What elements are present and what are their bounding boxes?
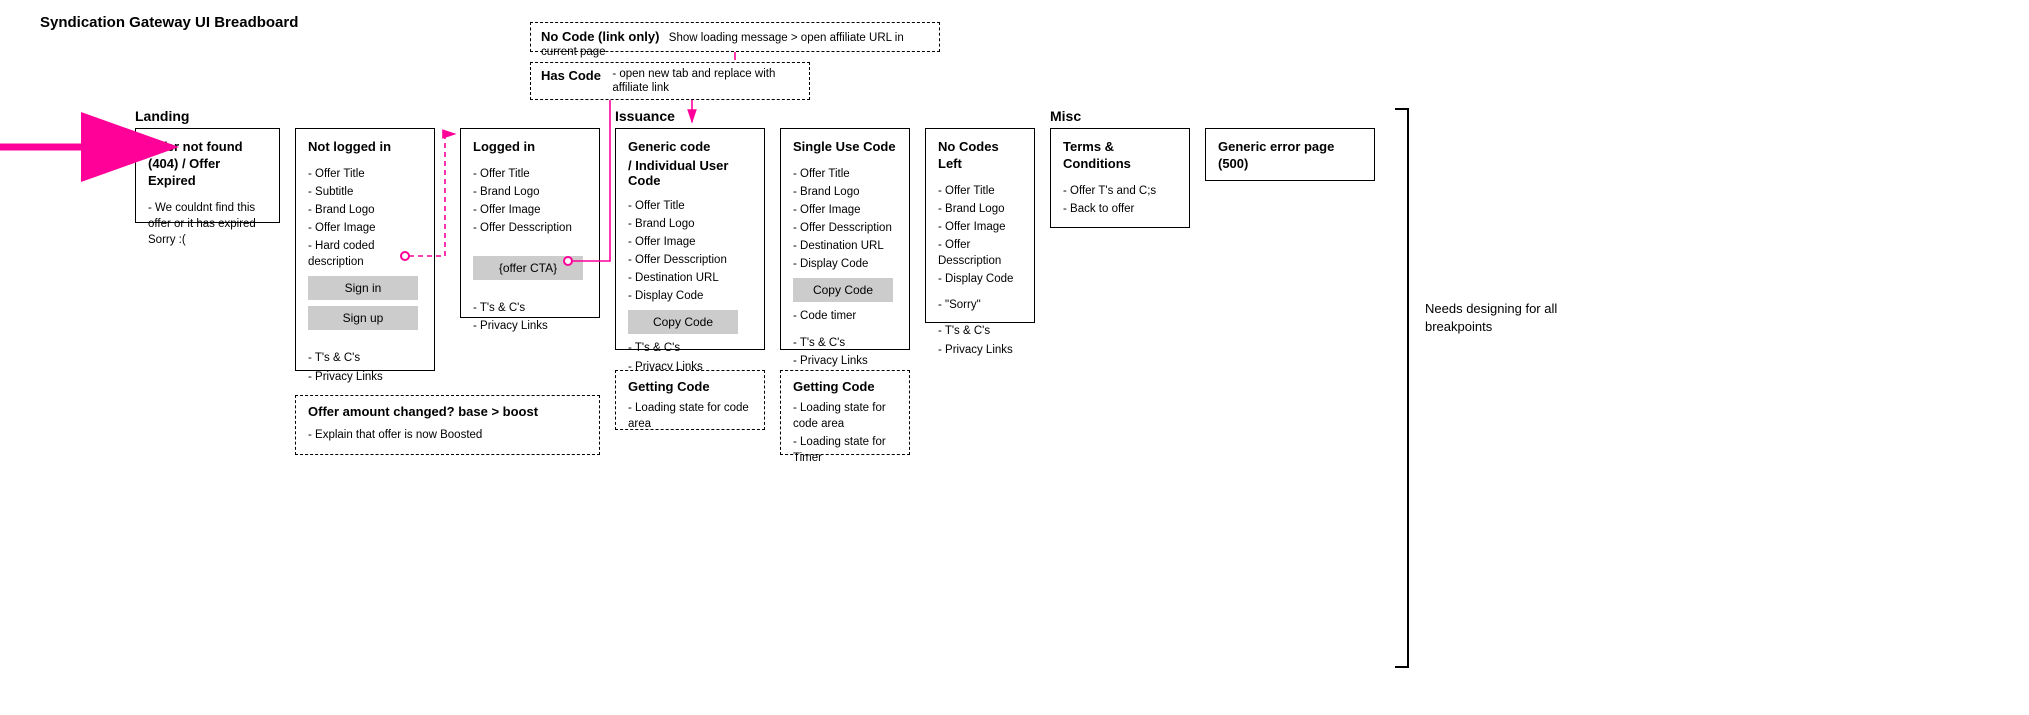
card-footer-item: - T's & C's <box>793 335 897 351</box>
note-item: - Loading state for Timer <box>793 434 897 466</box>
card-item: - Back to offer <box>1063 201 1177 217</box>
note-has-code-title: Has Code <box>541 68 601 83</box>
card-item: - Offer Title <box>938 183 1022 199</box>
card-item: - Offer Title <box>628 198 752 214</box>
card-item: - Offer Desscription <box>628 252 752 268</box>
sign-up-button[interactable]: Sign up <box>308 306 418 330</box>
note-offer-changed: Offer amount changed? base > boost - Exp… <box>295 395 600 455</box>
card-item: - Offer Title <box>308 166 422 182</box>
card-item: - Offer Image <box>473 202 587 218</box>
sign-in-button[interactable]: Sign in <box>308 276 418 300</box>
card-item: - Offer Image <box>938 219 1022 235</box>
card-item: - Offer Image <box>793 202 897 218</box>
card-footer-item: - T's & C's <box>308 350 422 366</box>
card-title: Terms & Conditions <box>1063 139 1177 173</box>
card-title: No Codes Left <box>938 139 1022 173</box>
card-single-use-code: Single Use Code - Offer Title - Brand Lo… <box>780 128 910 350</box>
card-mid-item: - Code timer <box>793 308 897 324</box>
card-item: - Subtitle <box>308 184 422 200</box>
card-item: - Brand Logo <box>473 184 587 200</box>
card-offer-not-found: Offer not found (404) / Offer Expired - … <box>135 128 280 223</box>
card-title: Generic error page (500) <box>1218 139 1362 173</box>
note-has-code-desc: - open new tab and replace with affiliat… <box>612 68 782 96</box>
card-item: - Brand Logo <box>628 216 752 232</box>
note-no-code-title: No Code (link only) <box>541 29 659 44</box>
copy-code-button[interactable]: Copy Code <box>793 278 893 302</box>
card-item: - Offer Desscription <box>938 237 1022 269</box>
card-item: - Display Code <box>793 256 897 272</box>
card-footer-item: - T's & C's <box>938 323 1022 339</box>
card-item: - Brand Logo <box>793 184 897 200</box>
card-footer-item: - Privacy Links <box>308 369 422 385</box>
card-item: - Offer Title <box>793 166 897 182</box>
card-item: - Offer Image <box>628 234 752 250</box>
card-logged-in: Logged in - Offer Title - Brand Logo - O… <box>460 128 600 318</box>
card-title: Offer not found (404) / Offer Expired <box>148 139 267 190</box>
card-footer-item: - Privacy Links <box>473 318 587 334</box>
card-not-logged-in: Not logged in - Offer Title - Subtitle -… <box>295 128 435 371</box>
card-terms: Terms & Conditions - Offer T's and C;s -… <box>1050 128 1190 228</box>
card-title: Generic code <box>628 139 752 156</box>
card-item: - We couldnt find this offer or it has e… <box>148 200 267 248</box>
card-item: - Offer Title <box>473 166 587 182</box>
note-getting-code-2: Getting Code - Loading state for code ar… <box>780 370 910 455</box>
card-item: - Offer T's and C;s <box>1063 183 1177 199</box>
card-footer-item: - Privacy Links <box>793 353 897 369</box>
right-note: Needs designing for all breakpoints <box>1425 300 1585 336</box>
card-footer-item: - Privacy Links <box>938 342 1022 358</box>
note-item: - Loading state for code area <box>793 400 897 432</box>
page-title: Syndication Gateway UI Breadboard <box>40 14 298 31</box>
section-issuance-label: Issuance <box>615 108 675 124</box>
card-no-codes-left: No Codes Left - Offer Title - Brand Logo… <box>925 128 1035 323</box>
section-landing-label: Landing <box>135 108 189 124</box>
card-generic-code: Generic code / Individual User Code - Of… <box>615 128 765 350</box>
card-item: - Destination URL <box>628 270 752 286</box>
card-item: - Offer Desscription <box>793 220 897 236</box>
section-misc-label: Misc <box>1050 108 1081 124</box>
card-title: Not logged in <box>308 139 422 156</box>
card-mid-item: - "Sorry" <box>938 297 1022 313</box>
card-item: - Display Code <box>628 288 752 304</box>
card-item: - Hard coded description <box>308 238 422 270</box>
bracket-icon <box>1395 108 1409 668</box>
note-title: Offer amount changed? base > boost <box>308 404 587 421</box>
card-item: - Brand Logo <box>938 201 1022 217</box>
card-title: Single Use Code <box>793 139 897 156</box>
note-getting-code-1: Getting Code - Loading state for code ar… <box>615 370 765 430</box>
card-subtitle: / Individual User Code <box>628 158 752 188</box>
note-has-code: Has Code - open new tab and replace with… <box>530 62 810 100</box>
card-item: - Brand Logo <box>308 202 422 218</box>
note-title: Getting Code <box>628 379 752 396</box>
copy-code-button[interactable]: Copy Code <box>628 310 738 334</box>
card-item: - Destination URL <box>793 238 897 254</box>
card-title: Logged in <box>473 139 587 156</box>
card-item: - Display Code <box>938 271 1022 287</box>
card-footer-item: - T's & C's <box>628 340 752 356</box>
note-title: Getting Code <box>793 379 897 396</box>
card-item: - Offer Desscription <box>473 220 587 236</box>
card-footer-item: - T's & C's <box>473 300 587 316</box>
note-item: - Explain that offer is now Boosted <box>308 427 587 443</box>
card-item: - Offer Image <box>308 220 422 236</box>
note-item: - Loading state for code area <box>628 400 752 432</box>
card-error-500: Generic error page (500) <box>1205 128 1375 181</box>
offer-cta-button[interactable]: {offer CTA} <box>473 256 583 280</box>
note-no-code: No Code (link only) Show loading message… <box>530 22 940 52</box>
